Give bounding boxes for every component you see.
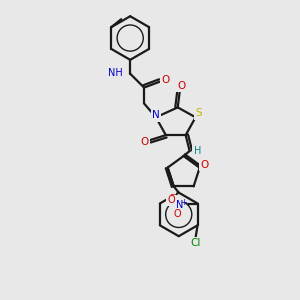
Text: O: O bbox=[200, 160, 209, 170]
Text: O: O bbox=[178, 81, 186, 91]
Text: H: H bbox=[194, 146, 201, 156]
Text: NH: NH bbox=[109, 68, 123, 78]
Text: O: O bbox=[162, 75, 170, 85]
Text: O: O bbox=[174, 209, 182, 219]
Text: N: N bbox=[176, 200, 184, 211]
Text: O: O bbox=[140, 137, 148, 147]
Text: S: S bbox=[195, 108, 202, 118]
Text: Cl: Cl bbox=[190, 238, 201, 248]
Text: N: N bbox=[152, 110, 160, 120]
Text: +: + bbox=[180, 198, 187, 207]
Text: O: O bbox=[167, 194, 175, 205]
Text: −: − bbox=[169, 190, 176, 199]
